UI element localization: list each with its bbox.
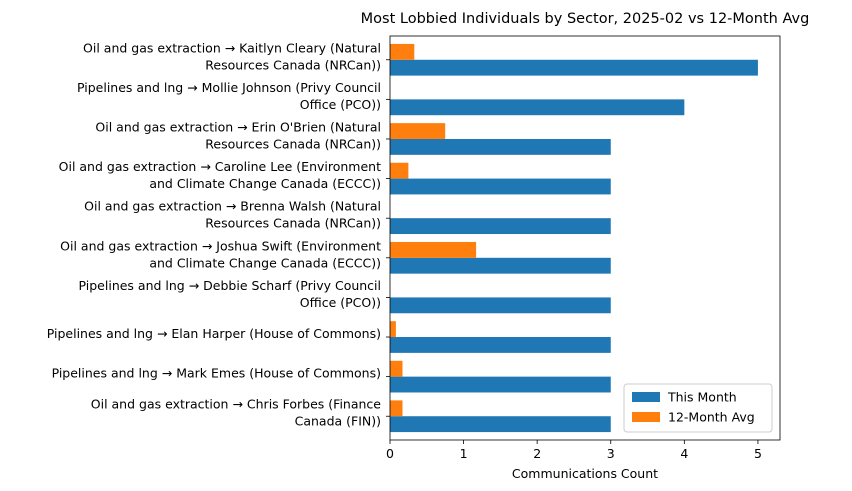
y-tick-label-6-line-0: Pipelines and lng → Debbie Scharf (Privy… (79, 278, 381, 293)
x-axis-label: Communications Count (512, 466, 658, 481)
bar-this-month-8 (390, 376, 611, 393)
bar-this-month-6 (390, 297, 611, 314)
bar-12-month-avg-2 (390, 123, 446, 139)
x-tick-label-5: 5 (754, 446, 762, 461)
x-tick-label-0: 0 (386, 446, 394, 461)
bar-this-month-7 (390, 337, 611, 353)
y-tick-label-2-line-1: Resources Canada (NRCan)) (205, 136, 381, 151)
y-tick-label-9-line-1: Canada (FIN)) (295, 414, 381, 429)
legend-swatch-0 (632, 392, 660, 402)
legend-label-1: 12-Month Avg (668, 410, 755, 425)
x-tick-label-1: 1 (460, 446, 468, 461)
y-tick-label-0-line-1: Resources Canada (NRCan)) (205, 57, 381, 72)
y-tick-label-5-line-0: Oil and gas extraction → Joshua Swift (E… (60, 238, 381, 253)
y-tick-label-5-line-1: and Climate Change Canada (ECCC)) (149, 255, 381, 270)
bar-this-month-3 (390, 178, 611, 195)
y-tick-label-1-line-0: Pipelines and lng → Mollie Johnson (Priv… (77, 80, 381, 95)
y-tick-label-8-line-0: Pipelines and lng → Mark Emes (House of … (52, 366, 381, 381)
chart-title: Most Lobbied Individuals by Sector, 2025… (361, 11, 810, 27)
legend-swatch-1 (632, 412, 660, 422)
bar-this-month-9 (390, 416, 611, 433)
bar-12-month-avg-0 (390, 43, 415, 60)
x-tick-label-4: 4 (680, 446, 688, 461)
x-tick-label-2: 2 (533, 446, 541, 461)
y-tick-label-3-line-1: and Climate Change Canada (ECCC)) (149, 176, 381, 191)
legend-box (623, 383, 773, 433)
y-tick-label-2-line-0: Oil and gas extraction → Erin O'Brien (N… (95, 119, 381, 134)
y-tick-label-9-line-0: Oil and gas extraction → Chris Forbes (F… (91, 397, 382, 412)
bar-this-month-5 (390, 257, 611, 274)
legend: This Month 12-Month Avg (623, 383, 773, 433)
bar-12-month-avg-9 (390, 400, 403, 417)
bar-this-month-0 (390, 59, 758, 76)
bar-12-month-avg-3 (390, 162, 409, 179)
legend-label-0: This Month (667, 390, 737, 405)
y-tick-label-4-line-0: Oil and gas extraction → Brenna Walsh (N… (84, 199, 381, 214)
x-tick-label-3: 3 (607, 446, 615, 461)
y-tick-label-7-line-0: Pipelines and lng → Elan Harper (House o… (47, 326, 381, 341)
y-tick-label-6-line-1: Office (PCO)) (300, 295, 381, 310)
bar-this-month-2 (390, 138, 611, 155)
bar-this-month-4 (390, 218, 611, 235)
bar-12-month-avg-5 (390, 241, 477, 258)
y-tick-label-4-line-1: Resources Canada (NRCan)) (205, 216, 381, 231)
plot-frame (389, 35, 781, 441)
bar-12-month-avg-7 (390, 321, 396, 338)
bar-12-month-avg-8 (390, 360, 403, 377)
plot-area: Oil and gas extraction → Kaitlyn Cleary … (47, 35, 781, 461)
y-tick-label-0-line-0: Oil and gas extraction → Kaitlyn Cleary … (83, 40, 381, 55)
bar-this-month-1 (390, 99, 685, 116)
y-tick-label-3-line-0: Oil and gas extraction → Caroline Lee (E… (59, 159, 381, 174)
y-tick-label-1-line-1: Office (PCO)) (300, 97, 381, 112)
